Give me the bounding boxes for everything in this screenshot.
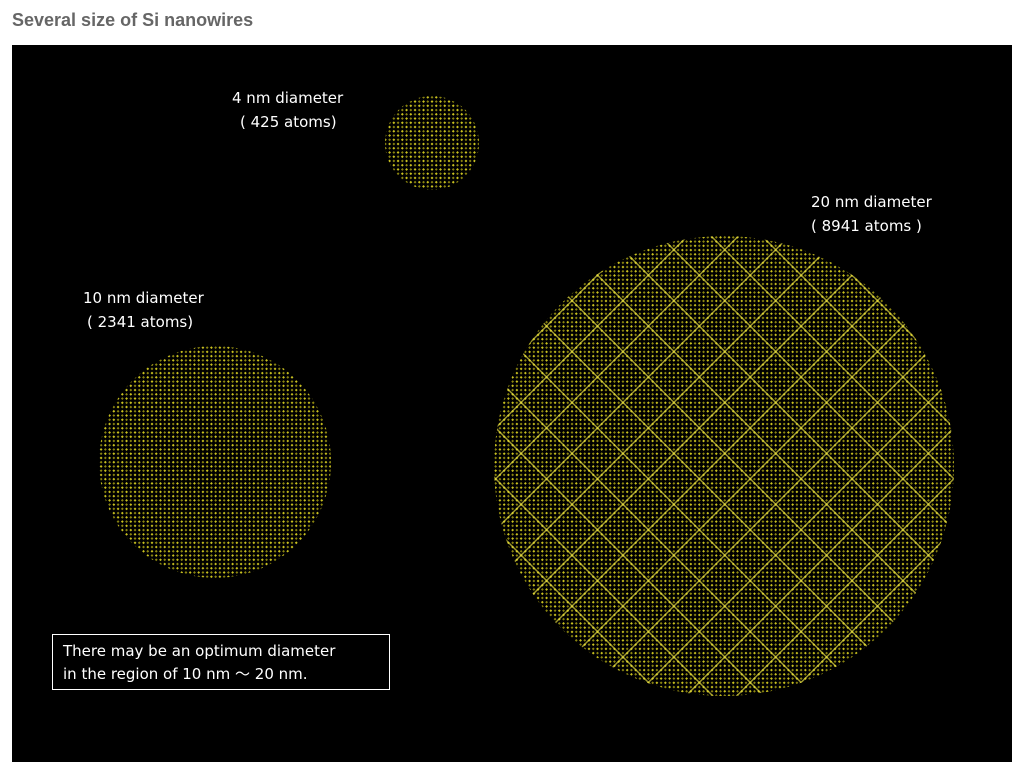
label-10nm: 10 nm diameter ( 2341 atoms) — [83, 286, 204, 334]
note-box: There may be an optimum diameter in the r… — [52, 634, 390, 690]
label-4nm: 4 nm diameter ( 425 atoms) — [232, 86, 343, 134]
slide-title: Several size of Si nanowires — [12, 10, 254, 30]
nanowire-cross-sections — [99, 96, 954, 696]
diameter-label: 20 nm diameter — [811, 193, 932, 211]
atom-count: ( 2341 atoms) — [87, 313, 194, 331]
note-line: in the region of 10 nm 〜 20 nm. — [63, 665, 308, 683]
atom-count: ( 8941 atoms ) — [811, 217, 922, 235]
nanowire-10nm — [99, 346, 331, 578]
note-line: There may be an optimum diameter — [63, 642, 336, 660]
nanowire-20nm-lattice — [494, 236, 954, 696]
diameter-label: 4 nm diameter — [232, 89, 344, 107]
nanowire-4nm — [385, 96, 479, 190]
label-20nm: 20 nm diameter ( 8941 atoms ) — [811, 190, 932, 238]
nanowire-image-panel: 4 nm diameter ( 425 atoms) 10 nm diameter… — [12, 45, 1012, 762]
atom-count: ( 425 atoms) — [240, 113, 337, 131]
diameter-label: 10 nm diameter — [83, 289, 204, 307]
